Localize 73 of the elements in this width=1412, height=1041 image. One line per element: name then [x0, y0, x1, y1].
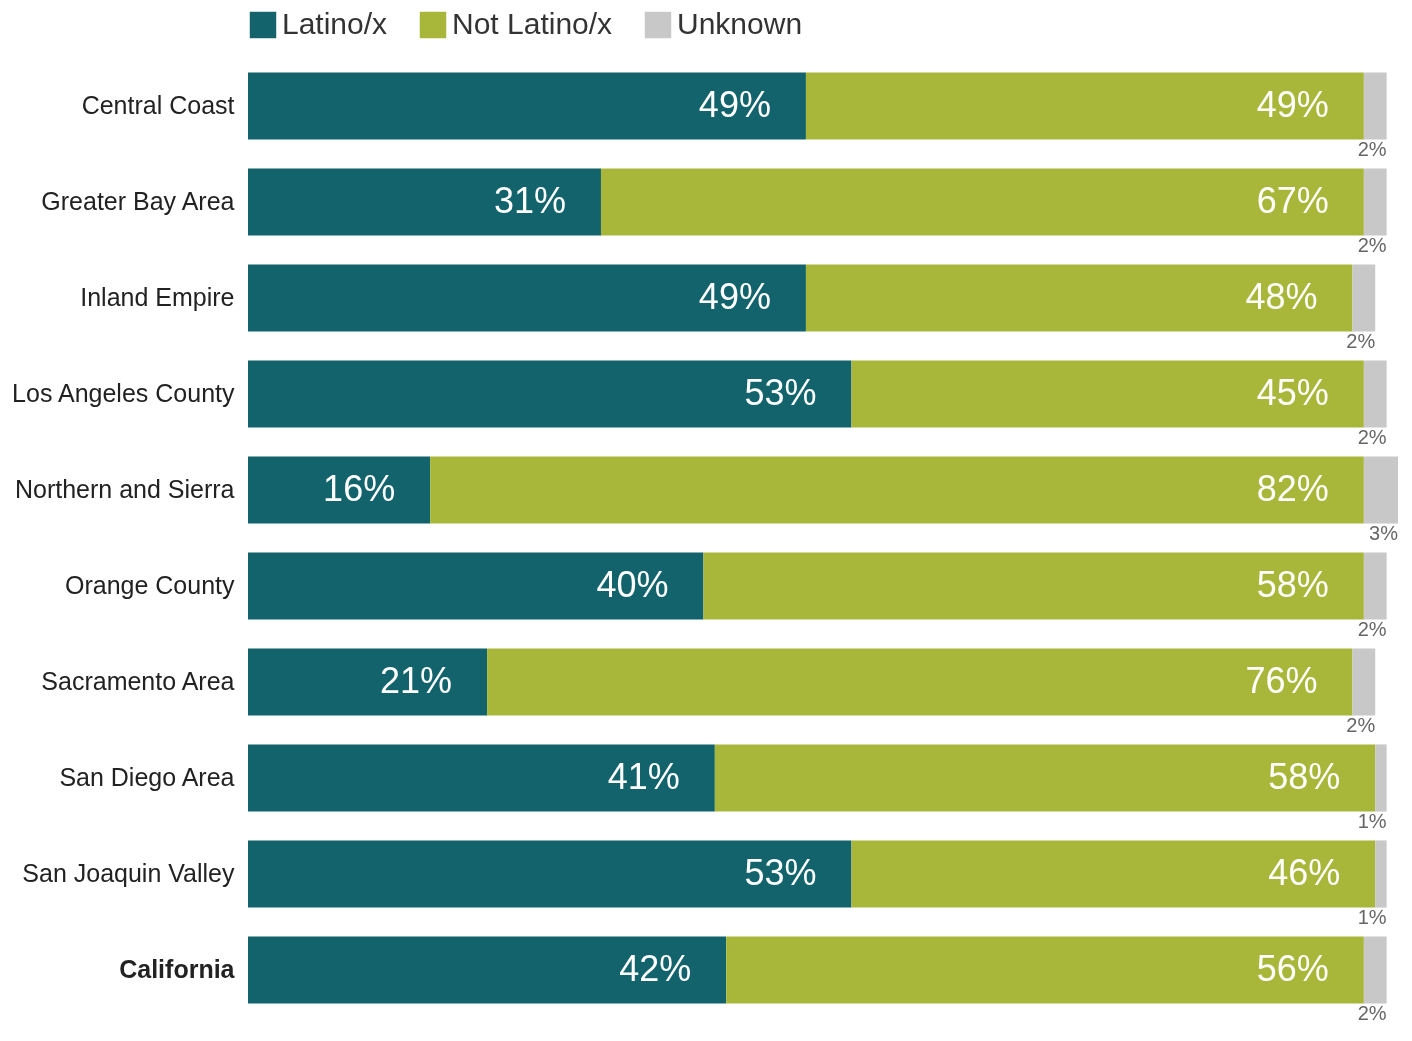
data-label: 56%: [1256, 948, 1329, 989]
bar: [703, 552, 1364, 620]
bar: [714, 744, 1376, 812]
y-tick-label: San Diego Area: [59, 763, 235, 791]
data-label: 82%: [1256, 468, 1329, 509]
data-label: 2%: [1357, 426, 1387, 448]
bar: [248, 648, 488, 716]
data-label: 53%: [744, 852, 817, 893]
bar: [248, 936, 727, 1004]
y-tick-label: Northern and Sierra: [14, 475, 235, 503]
data-label: 2%: [1357, 234, 1387, 256]
bar: [1375, 840, 1387, 908]
data-label: 21%: [380, 660, 453, 701]
bar: [1352, 264, 1376, 332]
data-label: 67%: [1256, 180, 1329, 221]
data-label: 48%: [1245, 276, 1318, 317]
bar: [248, 72, 806, 140]
data-label: 58%: [1256, 564, 1329, 605]
y-tick-label: Sacramento Area: [41, 667, 235, 695]
bar: [248, 456, 431, 524]
data-label: 58%: [1268, 756, 1341, 797]
data-label: 40%: [596, 564, 669, 605]
data-label: 53%: [744, 372, 817, 413]
bar: [805, 72, 1364, 140]
legend-label: Unknown: [677, 7, 803, 40]
bar: [726, 936, 1364, 1004]
y-tick-label: San Joaquin Valley: [22, 859, 235, 887]
data-label: 1%: [1357, 810, 1387, 832]
data-label: 49%: [1256, 84, 1329, 125]
bar: [805, 264, 1353, 332]
data-label: 45%: [1256, 372, 1329, 413]
data-label: 16%: [323, 468, 396, 509]
data-label: 2%: [1357, 618, 1387, 640]
y-tick-label: Los Angeles County: [12, 379, 235, 407]
bar: [248, 168, 601, 236]
bar: [851, 360, 1364, 428]
y-tick-label: California: [119, 955, 236, 983]
data-label: 2%: [1346, 714, 1376, 736]
data-label: 46%: [1268, 852, 1341, 893]
bar: [248, 744, 715, 812]
data-label: 31%: [493, 180, 566, 221]
bar: [1352, 648, 1376, 716]
bar: [430, 456, 1364, 524]
legend-label: Not Latino/x: [452, 7, 613, 40]
bar: [487, 648, 1353, 716]
bar: [1363, 360, 1387, 428]
data-label: 2%: [1357, 138, 1387, 160]
y-tick-label: Orange County: [64, 571, 235, 599]
bar: [851, 840, 1376, 908]
bar: [1363, 552, 1387, 620]
y-tick-label: Greater Bay Area: [41, 187, 235, 215]
data-label: 42%: [619, 948, 692, 989]
bar: [1363, 936, 1387, 1004]
data-label: 1%: [1357, 906, 1387, 928]
data-label: 49%: [698, 276, 771, 317]
y-tick-label: Central Coast: [81, 91, 235, 119]
y-tick-label: Inland Empire: [80, 283, 235, 311]
legend-label: Latino/x: [282, 7, 388, 40]
bar: [1375, 744, 1387, 812]
data-label: 3%: [1369, 522, 1399, 544]
data-label: 2%: [1346, 330, 1376, 352]
data-label: 76%: [1245, 660, 1318, 701]
bar: [248, 360, 852, 428]
bar: [248, 552, 704, 620]
bar: [1363, 168, 1387, 236]
data-label: 41%: [607, 756, 680, 797]
bar: [600, 168, 1364, 236]
bar: [248, 264, 806, 332]
bar: [1363, 456, 1398, 524]
bar: [248, 840, 852, 908]
data-label: 49%: [698, 84, 771, 125]
bar: [1363, 72, 1387, 140]
data-label: 2%: [1357, 1002, 1387, 1024]
